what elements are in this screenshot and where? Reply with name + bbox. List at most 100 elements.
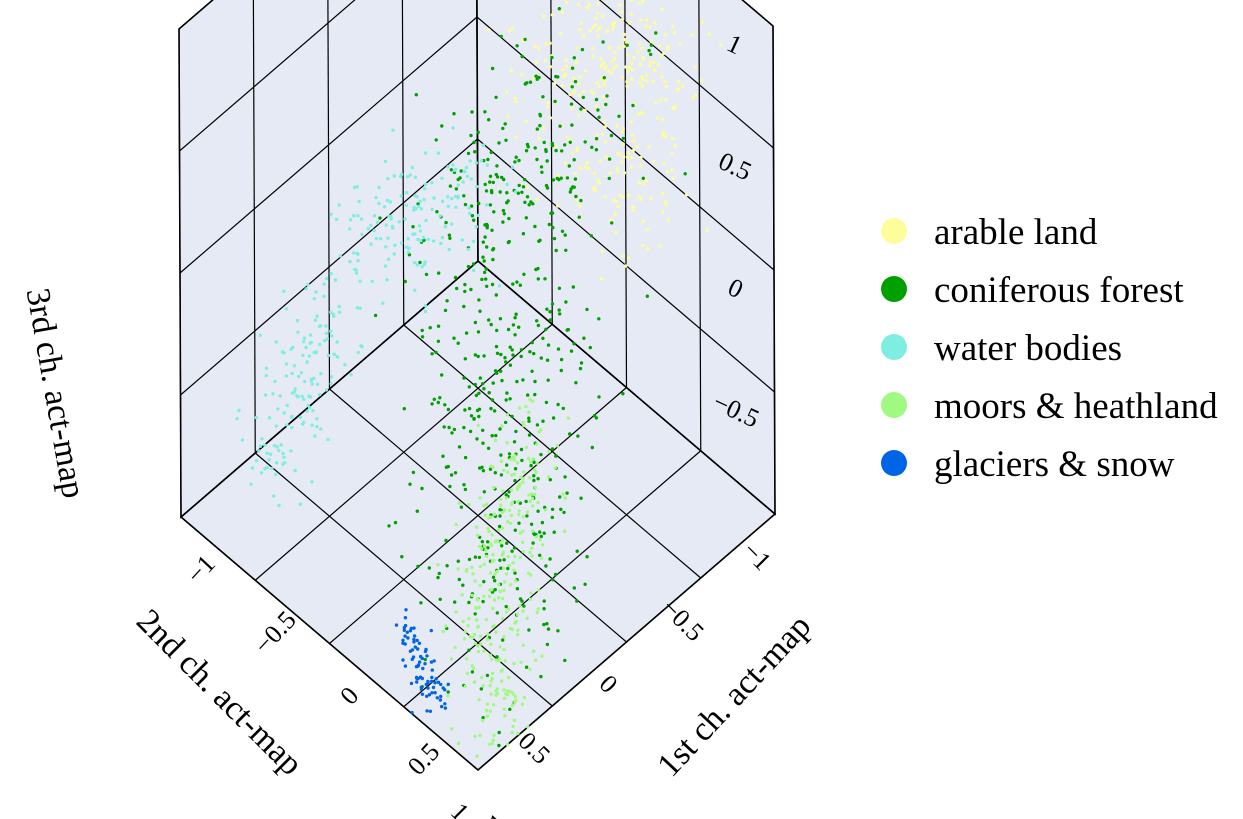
data-point — [514, 619, 518, 624]
data-point — [641, 243, 645, 248]
data-point — [637, 42, 641, 46]
data-point — [503, 659, 507, 663]
data-point — [459, 505, 464, 509]
data-point — [484, 617, 489, 622]
data-point — [457, 501, 462, 505]
data-point — [468, 634, 472, 639]
data-point — [430, 668, 434, 672]
data-point — [480, 465, 484, 469]
data-point — [654, 31, 658, 35]
data-point — [450, 197, 454, 201]
data-point — [474, 161, 478, 165]
data-point — [451, 163, 455, 167]
data-point — [285, 423, 289, 427]
data-point — [444, 538, 448, 543]
data-point — [436, 324, 441, 328]
data-point — [537, 429, 541, 434]
data-point — [511, 456, 515, 460]
data-point — [427, 566, 431, 570]
data-point — [426, 679, 430, 684]
data-point — [613, 56, 617, 61]
data-point — [599, 57, 604, 61]
data-point — [235, 417, 239, 421]
data-point — [568, 432, 572, 436]
data-point — [483, 513, 487, 517]
data-point — [466, 151, 471, 156]
data-point — [505, 463, 509, 467]
data-point — [494, 293, 498, 297]
data-point — [472, 218, 476, 222]
data-point — [537, 75, 541, 80]
data-point — [430, 402, 434, 406]
data-point — [528, 397, 532, 402]
data-point — [507, 675, 511, 680]
data-point — [561, 406, 565, 411]
data-point — [491, 606, 495, 611]
data-point — [661, 210, 665, 214]
data-point — [484, 277, 488, 281]
data-point — [474, 393, 479, 398]
data-point — [516, 499, 520, 504]
data-point — [599, 77, 604, 81]
data-point — [407, 246, 411, 250]
data-point — [505, 441, 509, 445]
data-point — [607, 176, 611, 181]
data-point — [329, 271, 333, 276]
data-point — [377, 201, 381, 206]
data-point — [491, 381, 495, 385]
data-point — [611, 198, 616, 202]
data-point — [437, 571, 441, 576]
data-point — [574, 194, 578, 199]
data-point — [477, 201, 481, 206]
data-point — [313, 318, 318, 322]
data-point — [492, 598, 497, 602]
data-point — [550, 13, 554, 17]
data-point — [635, 145, 639, 149]
data-point — [487, 118, 491, 122]
legend: arable land coniferous forest water bodies… — [881, 212, 1218, 485]
data-point — [544, 149, 548, 154]
data-point — [465, 657, 469, 661]
data-point — [570, 66, 575, 70]
data-point — [404, 203, 408, 207]
data-point — [337, 304, 341, 309]
data-point — [310, 480, 314, 484]
data-point — [415, 263, 420, 267]
data-point — [545, 186, 550, 190]
data-point — [382, 205, 387, 209]
data-point — [502, 558, 506, 562]
data-point — [529, 591, 533, 595]
data-point — [355, 306, 359, 310]
legend-marker — [881, 334, 907, 360]
data-point — [658, 44, 662, 48]
data-point — [622, 37, 627, 42]
data-point — [484, 708, 489, 713]
data-point — [522, 423, 526, 428]
data-point — [473, 734, 477, 739]
data-point — [583, 108, 587, 113]
data-point — [406, 636, 410, 640]
data-point — [548, 41, 552, 45]
data-point — [513, 467, 518, 471]
data-point — [319, 371, 323, 376]
data-point — [565, 135, 570, 139]
data-point — [463, 357, 467, 361]
data-point — [527, 410, 531, 414]
data-point — [555, 176, 559, 181]
data-point — [296, 330, 300, 334]
data-point — [511, 724, 515, 729]
data-point — [510, 165, 515, 169]
data-point — [662, 130, 666, 135]
data-point — [441, 629, 445, 634]
data-point — [517, 158, 521, 163]
data-point — [518, 501, 522, 505]
data-point — [436, 680, 441, 684]
data-point — [408, 173, 412, 177]
data-point — [462, 169, 466, 173]
data-point — [289, 347, 293, 352]
data-point — [417, 224, 422, 228]
data-point — [505, 201, 509, 205]
data-point — [518, 531, 523, 535]
data-point — [648, 64, 652, 68]
data-point — [604, 155, 608, 160]
